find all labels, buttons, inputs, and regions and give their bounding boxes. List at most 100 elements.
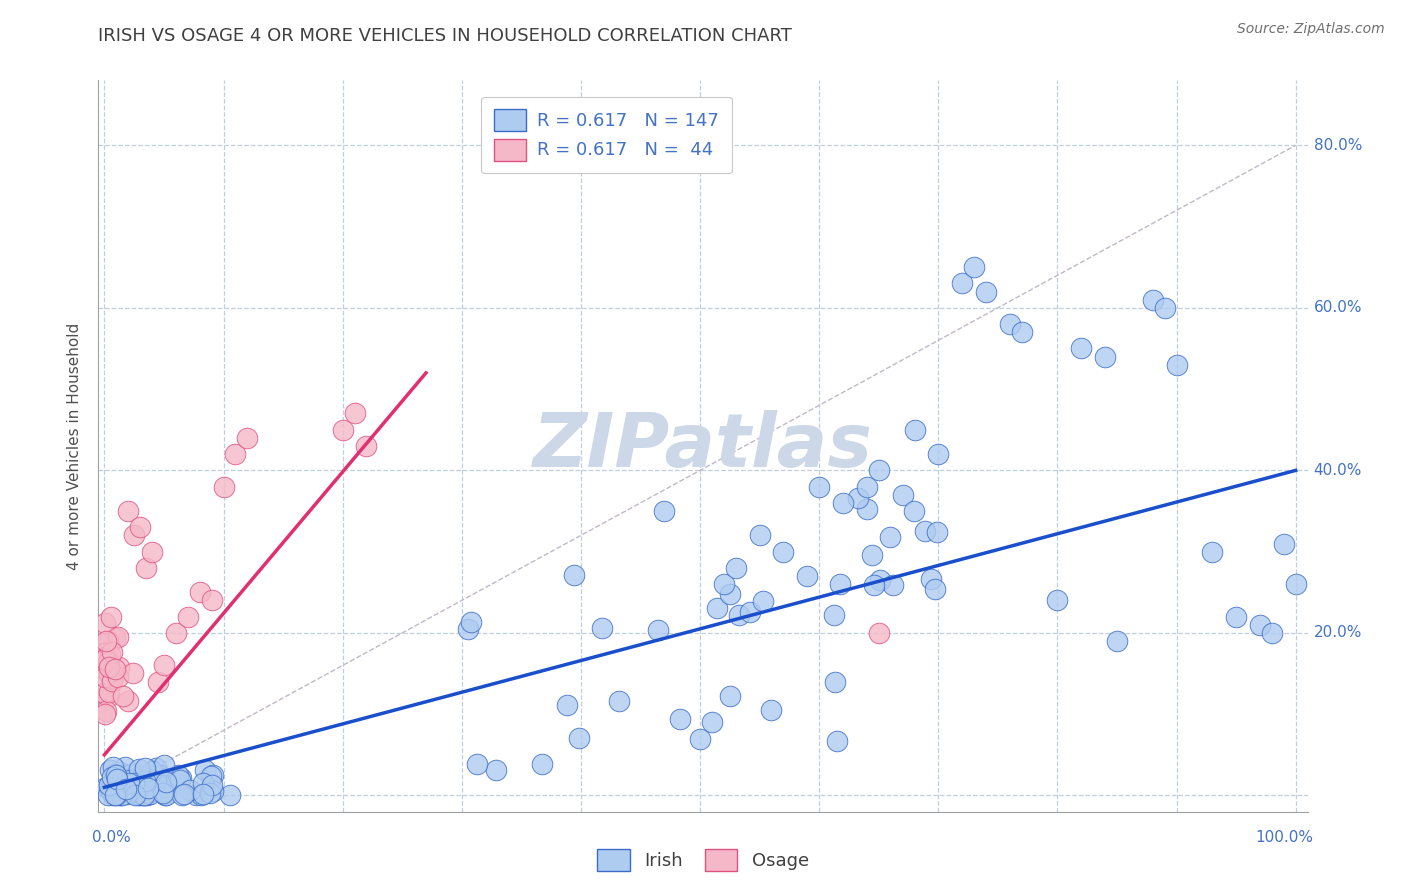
Point bbox=[868, 463, 890, 477]
Point bbox=[96, 649, 118, 664]
Point bbox=[1153, 301, 1175, 315]
Point bbox=[950, 277, 973, 291]
Point bbox=[104, 662, 127, 676]
Point bbox=[127, 773, 149, 788]
Point bbox=[212, 480, 235, 494]
Point bbox=[191, 776, 214, 790]
Point bbox=[127, 789, 149, 803]
Point bbox=[882, 578, 904, 592]
Point bbox=[107, 630, 129, 644]
Point bbox=[200, 786, 222, 800]
Point bbox=[108, 785, 131, 799]
Point bbox=[104, 631, 127, 645]
Point bbox=[846, 491, 869, 505]
Point bbox=[94, 704, 117, 718]
Point bbox=[108, 783, 131, 797]
Point bbox=[132, 789, 155, 803]
Point bbox=[860, 548, 883, 562]
Point bbox=[903, 504, 925, 518]
Point bbox=[748, 528, 770, 542]
Point bbox=[103, 789, 125, 803]
Point bbox=[125, 772, 148, 787]
Point bbox=[98, 648, 121, 662]
Point bbox=[122, 528, 145, 542]
Point bbox=[568, 731, 591, 745]
Point bbox=[101, 759, 124, 773]
Point bbox=[141, 784, 163, 798]
Point bbox=[869, 573, 891, 587]
Point bbox=[200, 769, 222, 783]
Point bbox=[105, 768, 128, 782]
Point bbox=[111, 771, 134, 785]
Point bbox=[1285, 577, 1308, 591]
Point bbox=[759, 703, 782, 717]
Point bbox=[1142, 293, 1164, 307]
Point bbox=[104, 789, 127, 803]
Point bbox=[194, 763, 217, 777]
Point bbox=[562, 567, 585, 582]
Point bbox=[152, 786, 174, 800]
Point bbox=[128, 789, 150, 803]
Point bbox=[97, 634, 120, 648]
Point bbox=[1166, 358, 1188, 372]
Point bbox=[179, 782, 201, 797]
Point bbox=[332, 423, 354, 437]
Point bbox=[201, 784, 224, 798]
Point bbox=[96, 663, 118, 677]
Point bbox=[98, 781, 121, 796]
Point bbox=[132, 789, 155, 803]
Point bbox=[170, 789, 193, 803]
Point bbox=[96, 780, 118, 794]
Point bbox=[856, 502, 879, 516]
Point bbox=[868, 626, 890, 640]
Point bbox=[169, 773, 191, 788]
Point bbox=[128, 762, 150, 776]
Point bbox=[591, 621, 613, 635]
Point bbox=[104, 786, 127, 800]
Point bbox=[879, 530, 901, 544]
Point bbox=[669, 712, 692, 726]
Point bbox=[97, 789, 120, 803]
Point bbox=[724, 561, 747, 575]
Point bbox=[530, 756, 553, 771]
Text: IRISH VS OSAGE 4 OR MORE VEHICLES IN HOUSEHOLD CORRELATION CHART: IRISH VS OSAGE 4 OR MORE VEHICLES IN HOU… bbox=[98, 27, 793, 45]
Point bbox=[914, 524, 936, 539]
Point bbox=[94, 646, 117, 660]
Point bbox=[114, 759, 136, 773]
Point bbox=[114, 784, 136, 798]
Point bbox=[134, 774, 156, 789]
Point bbox=[706, 601, 728, 615]
Point bbox=[718, 587, 741, 601]
Point bbox=[103, 767, 125, 781]
Point bbox=[145, 773, 167, 788]
Point bbox=[136, 780, 159, 795]
Point bbox=[155, 775, 177, 789]
Point bbox=[224, 447, 246, 461]
Point bbox=[117, 694, 139, 708]
Point bbox=[136, 786, 159, 800]
Point bbox=[465, 757, 488, 772]
Point bbox=[157, 780, 180, 794]
Point bbox=[141, 544, 163, 558]
Point bbox=[115, 787, 138, 801]
Point bbox=[112, 783, 135, 797]
Point bbox=[356, 439, 378, 453]
Point bbox=[132, 789, 155, 803]
Legend: Irish, Osage: Irish, Osage bbox=[591, 842, 815, 879]
Point bbox=[100, 609, 122, 624]
Point bbox=[184, 788, 207, 802]
Point bbox=[155, 789, 177, 803]
Point bbox=[108, 659, 131, 673]
Point bbox=[93, 686, 115, 700]
Point bbox=[101, 770, 124, 784]
Point bbox=[94, 707, 117, 722]
Point bbox=[1249, 617, 1271, 632]
Point bbox=[925, 525, 948, 540]
Point bbox=[149, 768, 172, 782]
Point bbox=[153, 758, 176, 772]
Point bbox=[832, 496, 855, 510]
Point bbox=[97, 778, 120, 792]
Point bbox=[103, 789, 125, 803]
Point bbox=[830, 577, 852, 591]
Legend: R = 0.617   N = 147, R = 0.617   N =  44: R = 0.617 N = 147, R = 0.617 N = 44 bbox=[481, 96, 731, 173]
